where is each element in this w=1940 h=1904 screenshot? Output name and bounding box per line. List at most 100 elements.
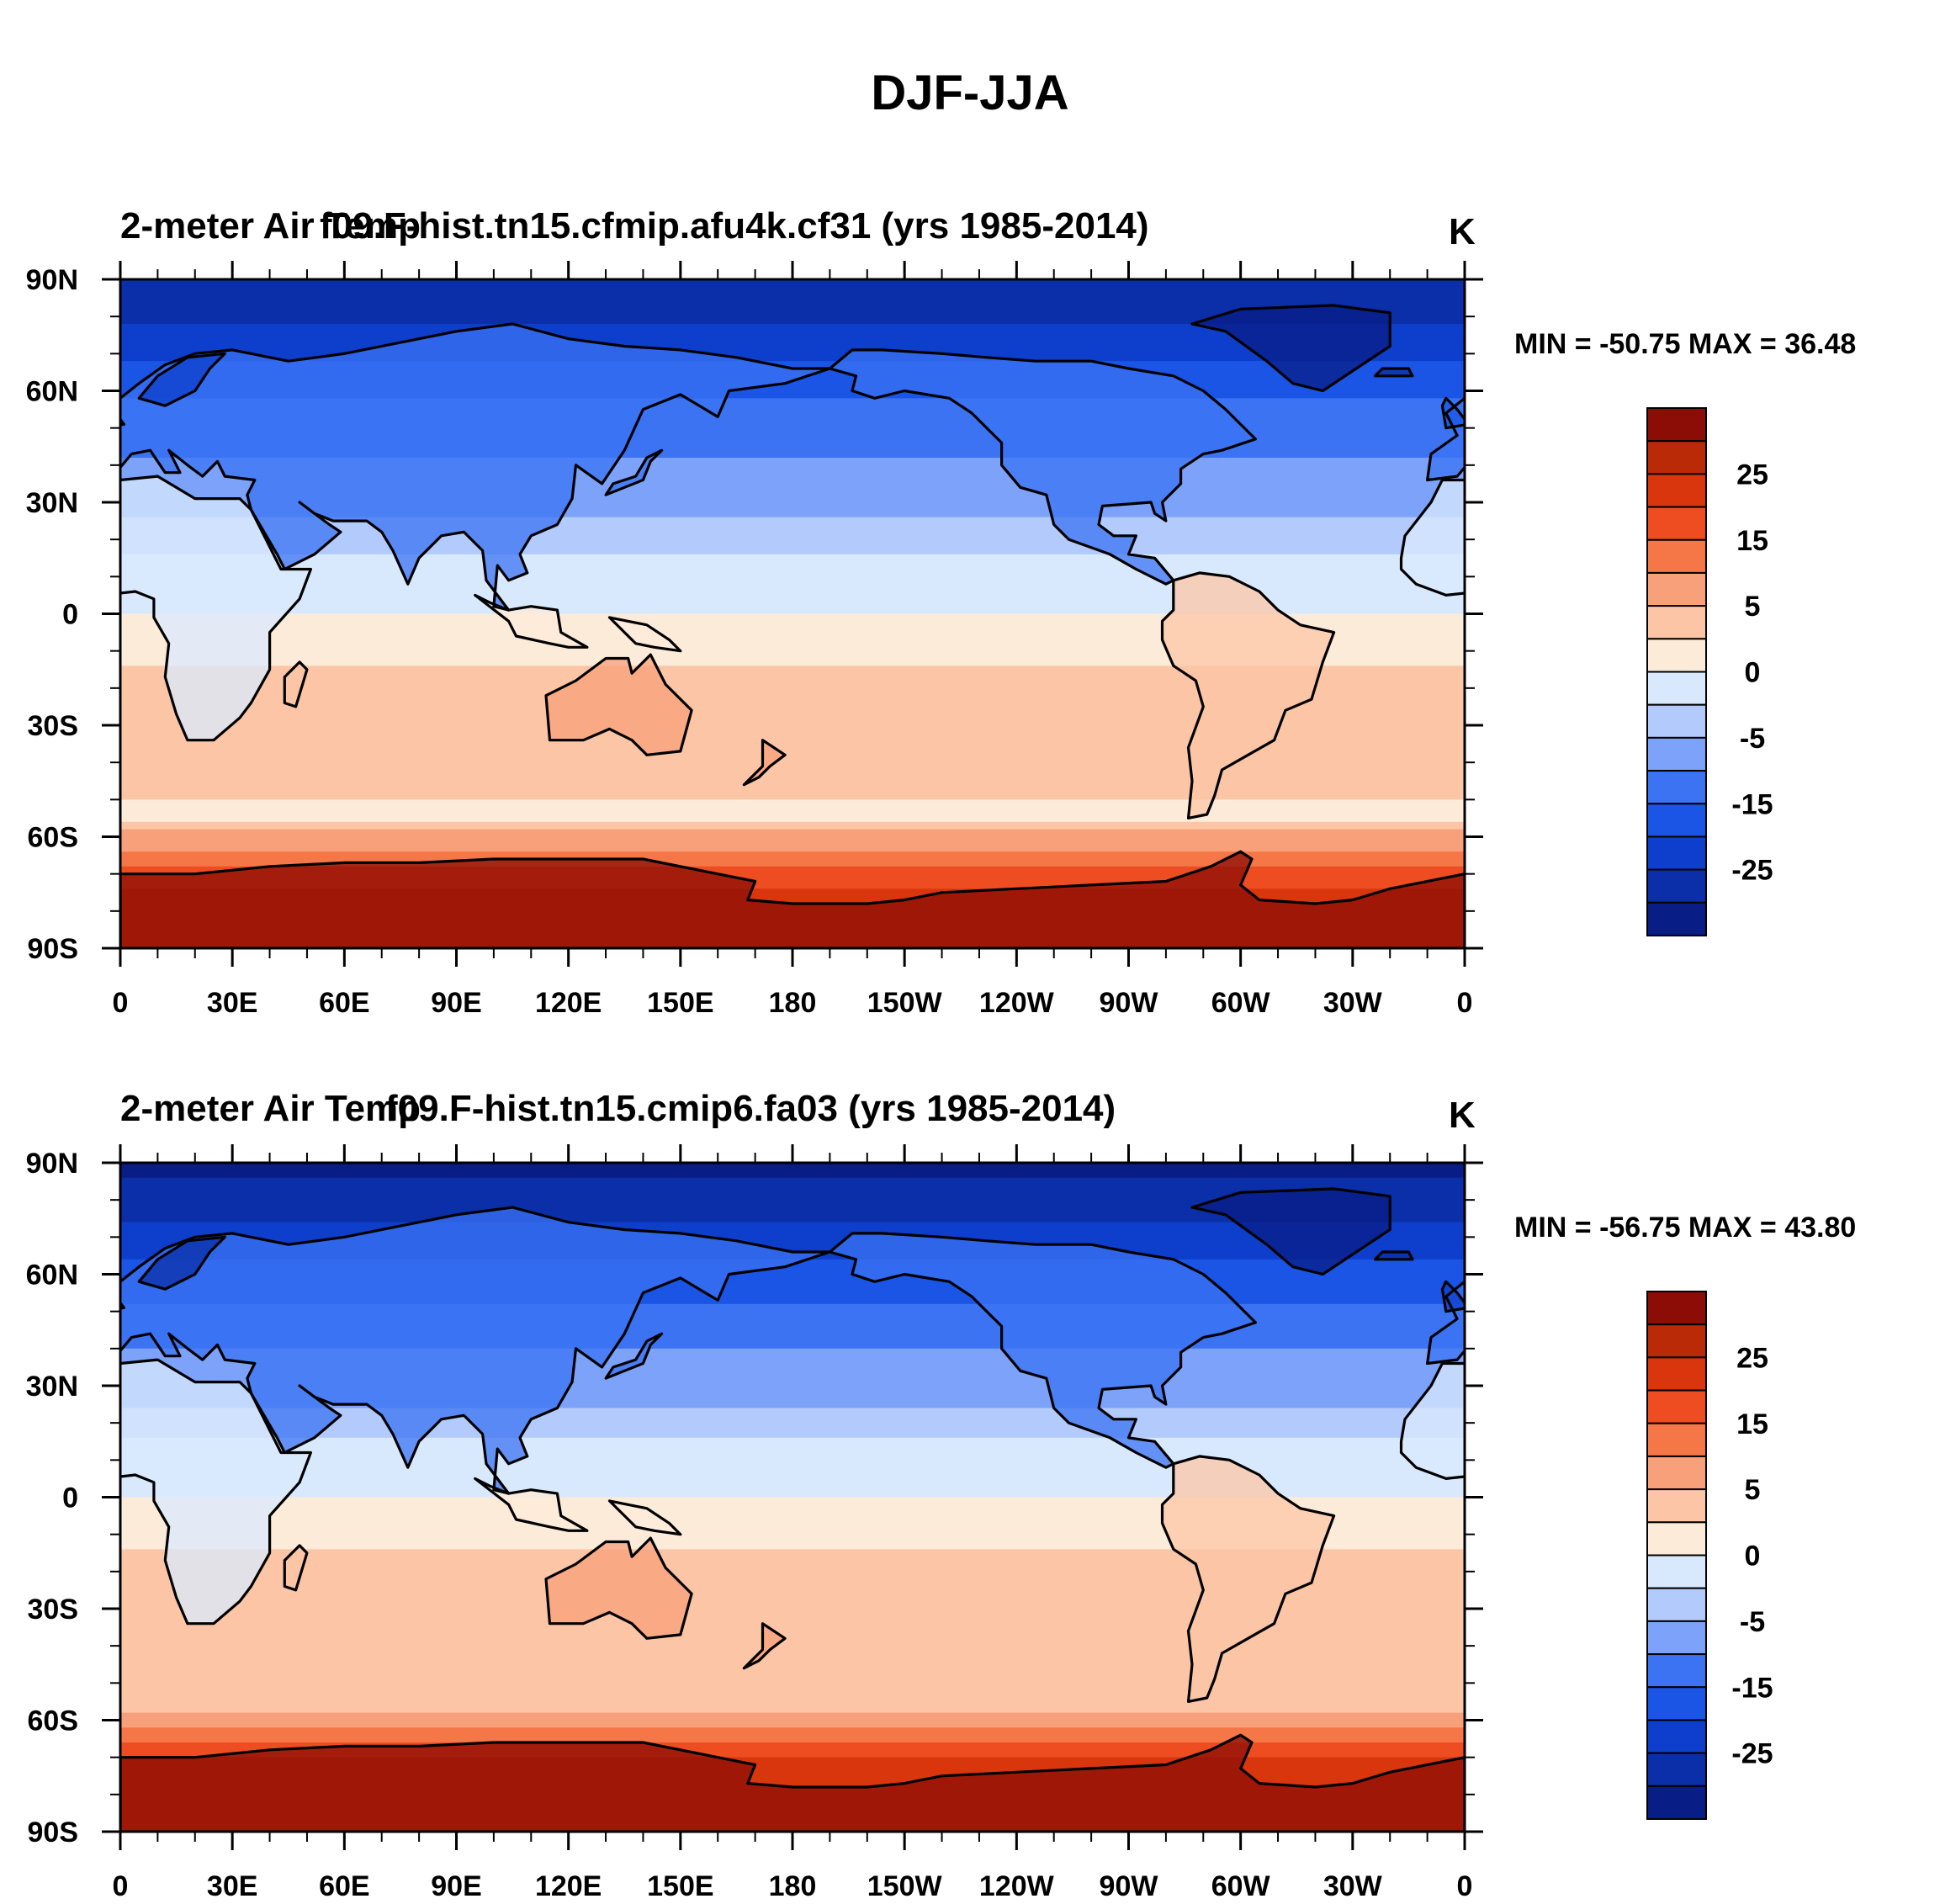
land-south-america: [1162, 572, 1334, 819]
x-tick-label: 120W: [979, 987, 1055, 1019]
zonal-band: [120, 1541, 1465, 1550]
colorbar-box: [1646, 671, 1707, 706]
colorbar-label: 5: [1745, 1474, 1761, 1506]
land-australia: [546, 1538, 692, 1639]
zonal-band: [120, 1705, 1465, 1714]
colorbar-label: -15: [1731, 788, 1773, 820]
panel-2-units: K: [1449, 1095, 1476, 1136]
zonal-band: [120, 554, 1465, 563]
zonal-band: [120, 1392, 1465, 1402]
colorbar-box: [1646, 1291, 1707, 1326]
zonal-band: [120, 1244, 1465, 1253]
y-tick-label: 30S: [28, 710, 79, 742]
zonal-band: [120, 1609, 1465, 1617]
zonal-band: [120, 1727, 1465, 1736]
zonal-band: [120, 1415, 1465, 1424]
zonal-band: [120, 703, 1465, 711]
colorbar-box: [1646, 1554, 1707, 1589]
land-scandinavia: [1483, 353, 1569, 406]
zonal-band: [120, 873, 1465, 883]
y-tick-label: 60S: [28, 822, 79, 854]
coastline-indonesia: [474, 1477, 589, 1532]
zonal-band: [120, 836, 1465, 845]
x-tick-label: 90E: [431, 1870, 482, 1902]
zonal-band: [120, 1779, 1465, 1788]
x-tick-label: 60W: [1211, 1870, 1271, 1902]
x-tick-label: 120E: [535, 1870, 602, 1902]
colorbar-box: [1646, 1587, 1707, 1622]
zonal-band: [120, 413, 1465, 422]
land-africa: [120, 476, 311, 740]
land-south-america: [1162, 1456, 1334, 1702]
coastline-iceland: [1373, 1250, 1414, 1261]
zonal-band: [120, 695, 1465, 704]
zonal-band: [120, 1237, 1465, 1245]
colorbar-box: [1646, 868, 1707, 904]
colorbar-label: 0: [1745, 657, 1761, 689]
land-australia: [1890, 655, 1940, 755]
zonal-band: [120, 1742, 1465, 1751]
zonal-band: [120, 1348, 1465, 1357]
coastline-greenland: [1190, 304, 1391, 393]
zonal-band: [120, 487, 1465, 496]
y-tick-label: 90N: [26, 264, 78, 296]
land-antarctica: [120, 851, 1465, 948]
colorbar-label: 25: [1736, 1342, 1768, 1374]
zonal-band: [120, 1289, 1465, 1297]
zonal-band: [120, 561, 1465, 570]
zonal-band: [120, 450, 1465, 459]
zonal-band: [120, 1400, 1465, 1409]
colorbar-label: 15: [1736, 1408, 1768, 1440]
colorbar-box: [1646, 803, 1707, 838]
zonal-band: [120, 1720, 1465, 1728]
panel-2-axes: 0 30E 60E 90E 120E 150E 180 150W 120W 90W 60W 30W 0 9…: [26, 1144, 1483, 1902]
zonal-band: [120, 1207, 1465, 1216]
colorbar-label: 15: [1736, 525, 1768, 557]
coastline-new-zealand: [742, 1622, 787, 1670]
zonal-band: [120, 1615, 1465, 1625]
zonal-band: [120, 643, 1465, 652]
zonal-band: [120, 1623, 1465, 1632]
coastline-new-guinea: [607, 1499, 682, 1536]
coastline-scandinavia: [1483, 1237, 1569, 1289]
coastline-indonesia: [474, 593, 589, 649]
x-tick-label: 120W: [979, 1870, 1055, 1902]
land-indonesia: [1820, 595, 1932, 647]
zonal-band: [120, 1564, 1465, 1573]
zonal-band: [120, 1571, 1465, 1580]
zonal-band: [120, 1452, 1465, 1461]
land-japan: [606, 450, 662, 496]
zonal-band: [120, 1430, 1465, 1439]
coastline-madagascar: [283, 1544, 309, 1592]
zonal-band: [120, 1229, 1465, 1238]
y-tick-label: 30N: [26, 1371, 78, 1403]
x-tick-label: 60E: [319, 987, 370, 1019]
zonal-band: [120, 1497, 1465, 1505]
zonal-band: [120, 881, 1465, 889]
zonal-band: [120, 1297, 1465, 1305]
colorbar-box: [1646, 1422, 1707, 1457]
zonal-band: [120, 658, 1465, 666]
zonal-band: [120, 718, 1465, 726]
coastline-south-america: [1160, 571, 1336, 819]
zonal-band: [120, 1668, 1465, 1677]
colorbar-box: [1646, 1488, 1707, 1524]
x-tick-label: 0: [113, 987, 129, 1019]
zonal-band: [120, 569, 1465, 577]
zonal-band: [120, 829, 1465, 838]
x-tick-label: 60W: [1211, 987, 1271, 1019]
zonal-band: [120, 859, 1465, 867]
zonal-band: [120, 509, 1465, 518]
zonal-band: [120, 420, 1465, 429]
zonal-band: [120, 591, 1465, 600]
y-tick-label: 0: [62, 1482, 78, 1514]
zonal-band: [120, 1326, 1465, 1334]
zonal-band: [120, 747, 1465, 756]
zonal-band: [120, 1214, 1465, 1223]
figure-title: DJF-JJA: [871, 66, 1068, 120]
zonal-band: [120, 725, 1465, 734]
zonal-band: [120, 1423, 1465, 1431]
zonal-band: [120, 1177, 1465, 1186]
x-tick-label: 0: [1457, 1870, 1473, 1902]
